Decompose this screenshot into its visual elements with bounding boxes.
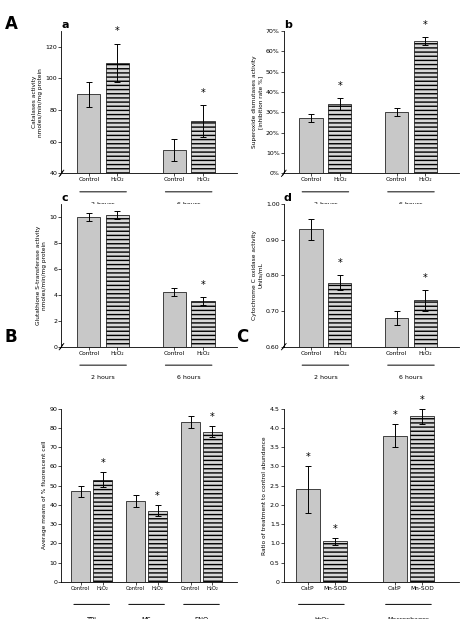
Bar bbox=[410, 416, 434, 582]
Text: Macrophages: Macrophages bbox=[387, 617, 429, 619]
Bar bbox=[181, 422, 200, 582]
Bar bbox=[77, 217, 100, 347]
Text: ENO: ENO bbox=[194, 617, 209, 619]
Text: *: * bbox=[337, 258, 342, 269]
Bar bbox=[323, 542, 347, 582]
Bar bbox=[106, 215, 129, 347]
Text: H₂O₂: H₂O₂ bbox=[314, 617, 329, 619]
Text: *: * bbox=[423, 272, 428, 282]
Bar bbox=[385, 318, 408, 560]
Text: 6 hours: 6 hours bbox=[399, 202, 423, 207]
Bar bbox=[383, 436, 407, 582]
Bar bbox=[414, 300, 437, 560]
Text: d: d bbox=[284, 194, 292, 204]
Text: a: a bbox=[61, 20, 69, 30]
Y-axis label: Catalases activity
nmoles/min/mg protein: Catalases activity nmoles/min/mg protein bbox=[32, 67, 43, 137]
Bar bbox=[93, 480, 112, 582]
Bar bbox=[77, 94, 100, 236]
Bar bbox=[203, 431, 222, 582]
Text: *: * bbox=[155, 491, 160, 501]
Text: A: A bbox=[5, 15, 18, 33]
Text: *: * bbox=[420, 395, 424, 405]
Text: *: * bbox=[201, 280, 205, 290]
Text: *: * bbox=[333, 524, 337, 534]
Text: *: * bbox=[306, 452, 310, 462]
Bar bbox=[299, 118, 323, 173]
Text: 6 hours: 6 hours bbox=[177, 202, 201, 207]
Bar bbox=[148, 511, 167, 582]
Text: *: * bbox=[423, 20, 428, 30]
Y-axis label: Average means of % fluorescent cell: Average means of % fluorescent cell bbox=[42, 441, 47, 550]
Bar bbox=[106, 63, 129, 236]
Y-axis label: Superoxide dismutases activity
[inhibition rate %]: Superoxide dismutases activity [inhibiti… bbox=[252, 56, 263, 149]
Bar bbox=[385, 112, 408, 173]
Text: *: * bbox=[210, 412, 215, 422]
Text: *: * bbox=[393, 410, 397, 420]
Text: *: * bbox=[100, 458, 105, 468]
Bar bbox=[192, 121, 215, 236]
Y-axis label: Glutathione S-transferase activity
nmoles/min/mg protein: Glutathione S-transferase activity nmole… bbox=[36, 226, 47, 325]
Text: TPI: TPI bbox=[87, 617, 96, 619]
Text: *: * bbox=[201, 88, 205, 98]
Bar bbox=[192, 301, 215, 347]
Text: b: b bbox=[284, 20, 292, 30]
Text: 6 hours: 6 hours bbox=[399, 375, 423, 380]
Text: MS: MS bbox=[142, 617, 151, 619]
Text: 2 hours: 2 hours bbox=[91, 375, 115, 380]
Text: 2 hours: 2 hours bbox=[314, 375, 337, 380]
Bar bbox=[328, 104, 351, 173]
Bar bbox=[126, 501, 145, 582]
Text: *: * bbox=[115, 27, 120, 37]
Text: B: B bbox=[5, 328, 18, 346]
Text: *: * bbox=[337, 81, 342, 91]
Text: 6 hours: 6 hours bbox=[177, 375, 201, 380]
Bar bbox=[71, 491, 90, 582]
Text: 2 hours: 2 hours bbox=[314, 202, 337, 207]
Text: 2 hours: 2 hours bbox=[91, 202, 115, 207]
Y-axis label: Cytochrome C oxidase activity
Units/mL: Cytochrome C oxidase activity Units/mL bbox=[252, 230, 263, 321]
Bar bbox=[296, 490, 320, 582]
Bar bbox=[414, 41, 437, 173]
Text: c: c bbox=[61, 194, 68, 204]
Bar bbox=[163, 150, 186, 236]
Y-axis label: Ratio of treatment to control abundance: Ratio of treatment to control abundance bbox=[262, 436, 267, 555]
Bar bbox=[299, 229, 323, 560]
Bar bbox=[328, 282, 351, 560]
Bar bbox=[163, 292, 186, 347]
Text: C: C bbox=[236, 328, 249, 346]
